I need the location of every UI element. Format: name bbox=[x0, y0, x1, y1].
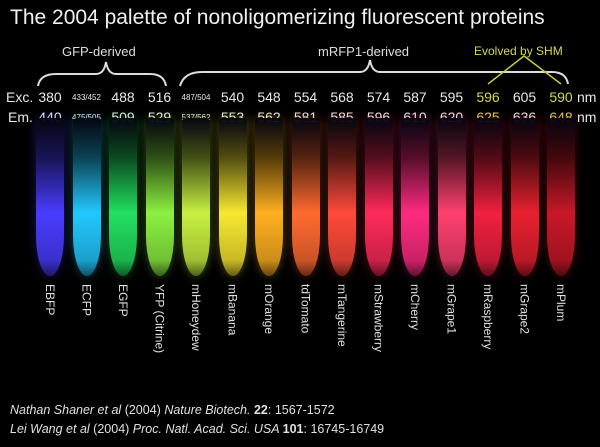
tube-morange bbox=[255, 118, 283, 276]
tube-mgrape1 bbox=[437, 118, 466, 276]
exc-value: 590 bbox=[549, 89, 573, 105]
exc-value: 605 bbox=[512, 89, 537, 105]
shm-label: Evolved by SHM bbox=[474, 44, 563, 58]
tube-mstrawberry bbox=[364, 118, 393, 276]
exc-value: 554 bbox=[293, 89, 318, 105]
tube-yfp-citrine- bbox=[145, 118, 174, 276]
exc-value: 595 bbox=[439, 89, 464, 105]
tube-mtangerine bbox=[328, 118, 356, 276]
group-braces bbox=[37, 55, 569, 87]
protein-label: EGFP bbox=[116, 284, 130, 317]
tube-ecfp bbox=[72, 118, 101, 276]
exc-value: 487/504 bbox=[181, 93, 211, 102]
protein-label: mHoneydew bbox=[189, 284, 203, 351]
citation-1: Nathan Shaner et al (2004) Nature Biotec… bbox=[10, 403, 335, 417]
exc-value: 548 bbox=[257, 89, 281, 105]
exc-value: 568 bbox=[330, 89, 354, 105]
mrfp-derived-label: mRFP1-derived bbox=[318, 44, 410, 59]
protein-label: tdTomato bbox=[298, 284, 313, 334]
em-label: Em. bbox=[8, 109, 33, 125]
gfp-derived-label: GFP-derived bbox=[62, 44, 136, 59]
em-value: 475/505 bbox=[72, 113, 101, 122]
exc-value: 380 bbox=[38, 89, 62, 105]
tube-ebfp bbox=[36, 118, 64, 276]
em-unit: nm bbox=[577, 109, 597, 125]
exc-value: 488 bbox=[111, 89, 135, 105]
protein-label: mPlum bbox=[554, 284, 568, 322]
tube-mbanana bbox=[218, 118, 247, 276]
protein-label: mBanana bbox=[225, 284, 240, 336]
protein-label: mGrape2 bbox=[517, 284, 532, 335]
em-value: 537/562 bbox=[182, 113, 211, 122]
tube-mcherry bbox=[401, 118, 429, 276]
exc-value: 587 bbox=[403, 89, 427, 105]
exc-value: 540 bbox=[220, 89, 245, 105]
tube-mgrape2 bbox=[510, 118, 539, 276]
exc-value: 516 bbox=[147, 89, 172, 105]
protein-label: mCherry bbox=[408, 284, 422, 331]
exc-unit: nm bbox=[577, 89, 597, 105]
protein-label: mTangerine bbox=[335, 284, 349, 347]
tube-egfp bbox=[109, 118, 137, 276]
tube-mhoneydew bbox=[182, 118, 210, 276]
protein-label: mRaspberry bbox=[481, 284, 495, 350]
exc-value: 596 bbox=[476, 89, 500, 105]
tube-tdtomato bbox=[291, 118, 320, 276]
protein-label: ECFP bbox=[79, 284, 94, 317]
exc-value: 574 bbox=[366, 89, 391, 105]
protein-label: EBFP bbox=[43, 284, 57, 316]
figure-title: The 2004 palette of nonoligomerizing flu… bbox=[10, 6, 545, 29]
protein-label: mGrape1 bbox=[444, 284, 459, 335]
tube-mplum bbox=[547, 118, 575, 276]
protein-label: mOrange bbox=[262, 284, 276, 335]
citation-2: Lei Wang et al (2004) Proc. Natl. Acad. … bbox=[10, 422, 385, 436]
protein-label: mStrawberry bbox=[371, 284, 386, 353]
exc-value: 433/452 bbox=[72, 93, 101, 102]
protein-label: YFP (Citrine) bbox=[152, 284, 167, 354]
exc-label: Exc. bbox=[6, 89, 34, 105]
tube-mraspberry bbox=[474, 118, 502, 276]
